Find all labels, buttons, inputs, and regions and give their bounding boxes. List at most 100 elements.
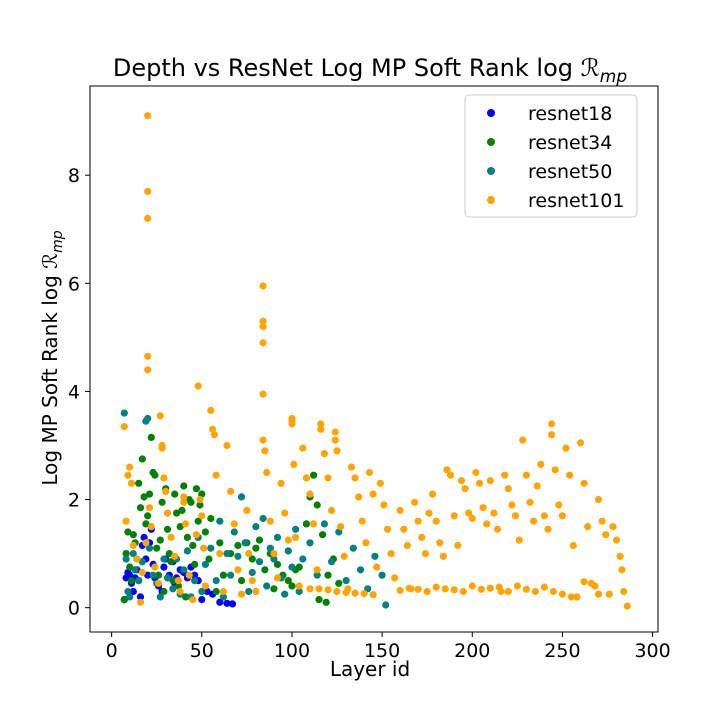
y-axis-ticks: 0 2 4 6 8: [68, 165, 90, 620]
data-point: [333, 447, 341, 455]
data-point: [122, 555, 130, 563]
data-point: [454, 541, 462, 550]
data-point: [228, 600, 237, 608]
data-point: [162, 487, 170, 495]
data-point: [288, 582, 296, 590]
data-point: [317, 425, 325, 433]
data-point: [171, 552, 179, 560]
data-point: [212, 587, 220, 596]
data-point: [230, 520, 238, 528]
y-tick-label: 0: [68, 598, 80, 620]
data-point: [216, 550, 224, 558]
data-point: [230, 528, 238, 536]
data-point: [405, 584, 413, 592]
data-point: [447, 471, 455, 479]
data-point: [380, 501, 388, 509]
legend-marker: [487, 167, 495, 175]
data-point: [549, 587, 558, 596]
data-point: [154, 579, 163, 587]
data-point: [486, 584, 494, 592]
data-point: [313, 501, 321, 509]
data-point: [317, 420, 325, 428]
data-point: [163, 525, 172, 533]
data-point: [189, 541, 197, 550]
data-point: [373, 563, 381, 571]
data-point: [270, 550, 278, 558]
data-point: [122, 550, 130, 558]
data-point: [504, 587, 512, 596]
data-point: [138, 568, 146, 577]
data-point: [191, 560, 199, 569]
data-point: [537, 460, 545, 468]
data-point: [140, 493, 148, 501]
data-point: [299, 444, 307, 452]
data-point: [129, 531, 137, 539]
data-point: [145, 504, 154, 512]
data-point: [120, 596, 128, 604]
data-point: [124, 528, 132, 536]
data-point: [342, 588, 350, 597]
data-point: [605, 590, 613, 598]
data-point: [616, 552, 624, 560]
data-point: [400, 525, 408, 533]
data-point: [288, 563, 296, 571]
data-point: [259, 436, 267, 444]
data-point: [183, 547, 191, 555]
legend-label: resnet18: [528, 103, 612, 125]
data-point: [432, 517, 440, 525]
data-point: [459, 587, 467, 596]
data-point: [376, 479, 384, 487]
data-point: [320, 520, 328, 528]
data-point: [227, 571, 235, 579]
data-point: [223, 441, 231, 450]
data-point: [555, 501, 563, 509]
data-point: [201, 528, 209, 536]
data-point: [198, 587, 206, 596]
data-point: [284, 577, 292, 585]
data-point: [209, 425, 217, 433]
data-point: [167, 533, 175, 542]
data-point: [468, 514, 476, 523]
data-point: [165, 550, 173, 558]
data-point: [436, 539, 444, 547]
data-point: [324, 586, 332, 594]
data-point: [378, 571, 386, 579]
data-point: [158, 498, 166, 506]
data-point: [127, 577, 136, 585]
data-point: [324, 474, 332, 482]
data-point: [495, 583, 503, 591]
data-point: [544, 525, 552, 533]
data-point: [180, 482, 188, 490]
data-point: [414, 585, 422, 593]
data-point: [530, 517, 538, 525]
data-point: [153, 544, 161, 552]
data-point: [198, 490, 206, 498]
data-point: [237, 590, 246, 598]
data-point: [219, 593, 227, 601]
data-point: [147, 433, 155, 441]
data-point: [156, 536, 164, 544]
data-point: [241, 539, 249, 547]
data-point: [144, 352, 152, 360]
data-point: [160, 555, 168, 563]
data-point: [223, 599, 231, 607]
data-point: [196, 501, 204, 509]
data-point: [331, 436, 339, 444]
data-point: [248, 568, 256, 577]
data-point: [281, 509, 289, 517]
data-point: [167, 558, 175, 566]
data-point: [562, 444, 570, 452]
data-point: [609, 523, 617, 531]
data-point: [486, 477, 494, 485]
data-point: [219, 587, 227, 596]
y-tick-label: 4: [68, 381, 80, 403]
data-point: [158, 444, 166, 452]
x-tick-label: 250: [544, 640, 580, 662]
data-point: [135, 479, 143, 487]
data-point: [248, 555, 256, 563]
data-point: [365, 468, 374, 477]
data-point: [504, 485, 512, 493]
data-point: [160, 474, 168, 482]
data-point: [468, 582, 476, 590]
data-point: [171, 490, 179, 498]
